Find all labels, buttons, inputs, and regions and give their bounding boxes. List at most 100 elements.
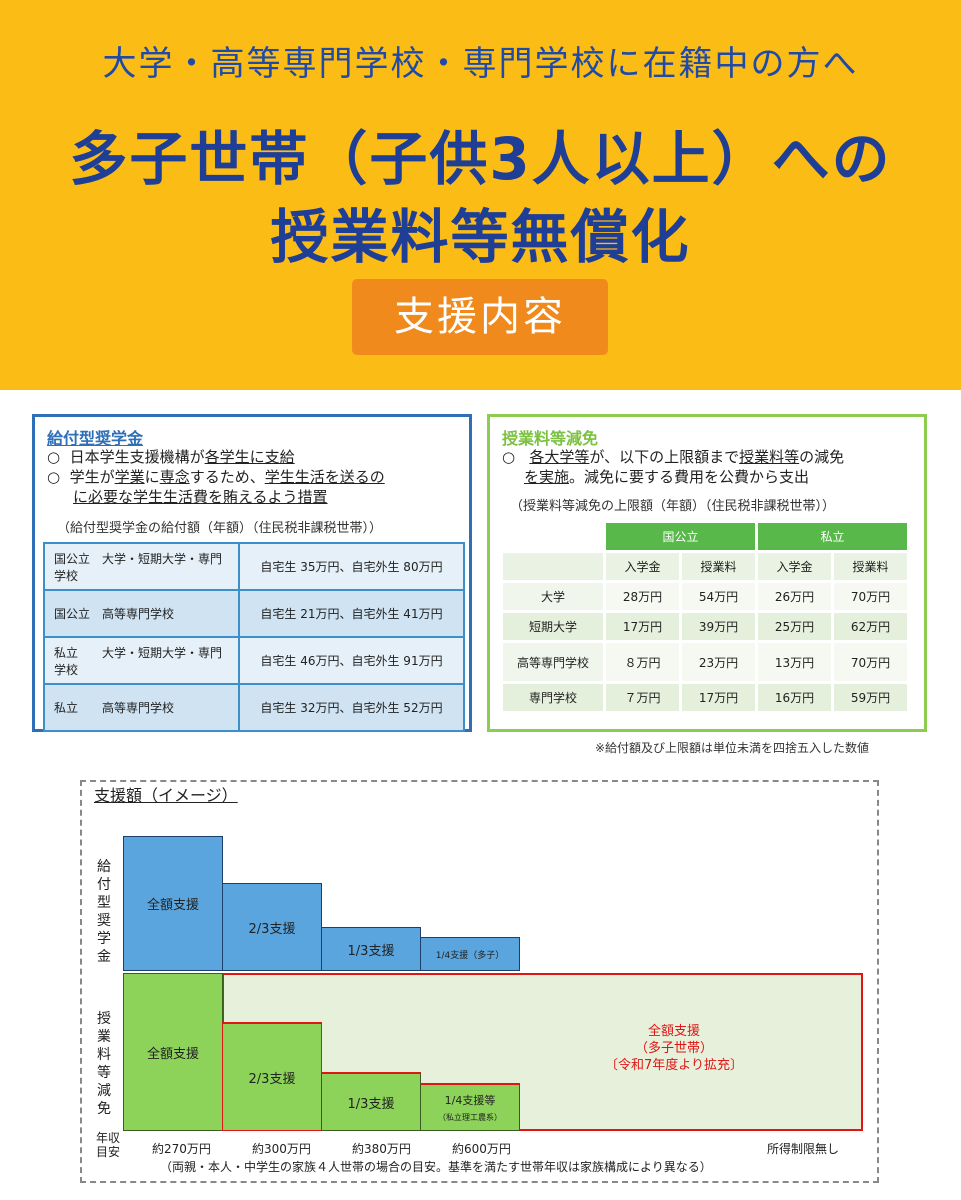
axis-label-unlimited: 所得制限無し xyxy=(767,1142,840,1156)
cell-value: ７万円 xyxy=(606,684,679,711)
col-tuition: 授業料 xyxy=(834,553,907,580)
support-content-badge: 支援内容 xyxy=(352,279,608,355)
cell-value: 17万円 xyxy=(682,684,755,711)
tuition-bullet-1: ○ 各大学等が、以下の上限額まで授業料等の減免 xyxy=(502,447,844,467)
bullet-text-underlined: 学業 xyxy=(114,468,145,486)
bullet-text: に xyxy=(144,468,160,486)
cell-value: 25万円 xyxy=(758,613,831,640)
cell-value: 17万円 xyxy=(606,613,679,640)
scholarship-two-thirds-block: 2/3支援 xyxy=(222,883,322,971)
scholarship-table-note: （給付型奨学金の給付額（年額）（住民税非課税世帯）） xyxy=(57,521,383,536)
cell-value: 39万円 xyxy=(682,613,755,640)
row-label: 私立 高等専門学校 xyxy=(43,683,240,732)
tuition-one-third-block: 1/3支援 xyxy=(321,1072,421,1131)
cell-value: 70万円 xyxy=(834,643,907,681)
row-label: 短期大学 xyxy=(503,613,603,640)
cell-value: 59万円 xyxy=(834,684,907,711)
page-title-line1: 多子世帯（子供3人以上）への xyxy=(69,125,892,193)
tuition-bullet-1-cont: を実施。減免に要する費用を公費から支出 xyxy=(524,467,809,487)
tuition-panel: 授業料等減免 ○ 各大学等が、以下の上限額まで授業料等の減免 を実施。減免に要す… xyxy=(487,414,927,732)
scholarship-title: 給付型奨学金 xyxy=(47,429,144,448)
scholarship-bullet-2-cont: に必要な学生生活費を賄えるよう措置 xyxy=(73,488,328,506)
table-row: 大学 28万円 54万円 26万円 70万円 xyxy=(503,583,907,610)
row-label: 大学 xyxy=(503,583,603,610)
table-row: 短期大学 17万円 39万円 25万円 62万円 xyxy=(503,613,907,640)
bullet-text: の減免 xyxy=(799,448,845,466)
tuition-quarter-label: 1/4支援等 xyxy=(444,1094,496,1107)
col-enrollment-fee: 入学金 xyxy=(758,553,831,580)
table-header-row: 国公立 私立 xyxy=(503,523,907,550)
header-private: 私立 xyxy=(758,523,907,550)
bullet-text-underlined: を実施 xyxy=(524,468,570,486)
bullet-mark: ○ xyxy=(502,448,516,466)
tuition-two-thirds-block: 2/3支援 xyxy=(222,1022,322,1131)
income-axis-title: 年収目安 xyxy=(95,1131,120,1159)
bullet-text: するため、 xyxy=(189,468,265,486)
table-row: 国公立 高等専門学校 自宅生 21万円、自宅外生 41万円 xyxy=(43,589,465,638)
row-label: 専門学校 xyxy=(503,684,603,711)
rounding-footnote: ※給付額及び上限額は単位未満を四捨五入した数値 xyxy=(595,741,870,755)
bullet-text-underlined: 授業料等 xyxy=(739,448,800,466)
bullet-text: 日本学生支援機構が xyxy=(69,448,205,466)
row-label: 国公立 高等専門学校 xyxy=(43,589,240,638)
scholarship-one-third-block: 1/3支援 xyxy=(321,927,421,971)
scholarship-bullet-2: ○ 学生が学業に専念するため、学生生活を送るの xyxy=(47,467,385,487)
row-amount: 自宅生 35万円、自宅外生 80万円 xyxy=(238,542,465,591)
row-amount: 自宅生 21万円、自宅外生 41万円 xyxy=(238,589,465,638)
cell-value: ８万円 xyxy=(606,643,679,681)
tuition-quarter-block: 1/4支援等 （私立理工農系） xyxy=(420,1083,520,1131)
cell-value: 16万円 xyxy=(758,684,831,711)
row-label: 国公立 大学・短期大学・専門学校 xyxy=(43,542,240,591)
audience-subtitle: 大学・高等専門学校・専門学校に在籍中の方へ xyxy=(102,44,859,84)
row-label: 私立 大学・短期大学・専門学校 xyxy=(43,636,240,685)
bullet-text-underlined: 各学生に支給 xyxy=(204,448,295,466)
table-row: 私立 大学・短期大学・専門学校 自宅生 46万円、自宅外生 91万円 xyxy=(43,636,465,685)
cell-value: 28万円 xyxy=(606,583,679,610)
tuition-quarter-sublabel: （私立理工農系） xyxy=(438,1113,502,1122)
cell-value: 23万円 xyxy=(682,643,755,681)
header-banner: 大学・高等専門学校・専門学校に在籍中の方へ 多子世帯（子供3人以上）への 授業料… xyxy=(0,0,961,390)
header-public: 国公立 xyxy=(606,523,755,550)
tuition-table: 国公立 私立 入学金 授業料 入学金 授業料 大学 28万円 54万円 26万円… xyxy=(500,520,910,714)
expansion-line2: （多子世帯） xyxy=(634,1041,713,1056)
row-amount: 自宅生 32万円、自宅外生 52万円 xyxy=(238,683,465,732)
col-enrollment-fee: 入学金 xyxy=(606,553,679,580)
bullet-text-underlined: 学生生活を送るの xyxy=(264,468,385,486)
bullet-text: が、以下の上限額まで xyxy=(589,448,740,466)
axis-label-600: 約600万円 xyxy=(452,1142,511,1156)
page-title-line2: 授業料等無償化 xyxy=(270,203,691,271)
col-tuition: 授業料 xyxy=(682,553,755,580)
support-image-title: 支援額（イメージ） xyxy=(94,786,238,805)
scholarship-quarter-block: 1/4支援（多子） xyxy=(420,937,520,971)
table-row: 国公立 大学・短期大学・専門学校 自宅生 35万円、自宅外生 80万円 xyxy=(43,542,465,591)
table-row: 高等専門学校 ８万円 23万円 13万円 70万円 xyxy=(503,643,907,681)
row-label: 高等専門学校 xyxy=(503,643,603,681)
scholarship-axis-label: 給付型奨学金 xyxy=(97,859,111,965)
table-row: 私立 高等専門学校 自宅生 32万円、自宅外生 52万円 xyxy=(43,683,465,732)
cell-value: 62万円 xyxy=(834,613,907,640)
support-image-frame xyxy=(80,780,879,1183)
axis-label-380: 約380万円 xyxy=(352,1142,411,1156)
scholarship-table: 国公立 大学・短期大学・専門学校 自宅生 35万円、自宅外生 80万円 国公立 高… xyxy=(43,542,465,732)
tuition-title: 授業料等減免 xyxy=(502,429,599,448)
scholarship-panel: 給付型奨学金 ○ 日本学生支援機構が各学生に支給 ○ 学生が学業に専念するため、… xyxy=(32,414,472,732)
expansion-text: 全額支援 （多子世帯） 〔令和7年度より拡充〕 xyxy=(594,1023,754,1074)
tuition-axis-label: 授業料等減免 xyxy=(97,1011,111,1117)
bullet-text: 学生が xyxy=(69,468,115,486)
expansion-line1: 全額支援 xyxy=(647,1024,700,1039)
cell-value: 26万円 xyxy=(758,583,831,610)
scholarship-bullet-1: ○ 日本学生支援機構が各学生に支給 xyxy=(47,447,295,467)
income-axis-note: （両親・本人・中学生の家族４人世帯の場合の目安。基準を満たす世帯年収は家族構成に… xyxy=(160,1160,712,1174)
bullet-text-underlined: 専念 xyxy=(159,468,190,486)
bullet-mark: ○ xyxy=(47,468,61,486)
table-subheader-row: 入学金 授業料 入学金 授業料 xyxy=(503,553,907,580)
axis-label-300: 約300万円 xyxy=(252,1142,311,1156)
cell-value: 54万円 xyxy=(682,583,755,610)
row-amount: 自宅生 46万円、自宅外生 91万円 xyxy=(238,636,465,685)
table-row: 専門学校 ７万円 17万円 16万円 59万円 xyxy=(503,684,907,711)
tuition-full-block: 全額支援 xyxy=(123,973,223,1131)
bullet-mark: ○ xyxy=(47,448,61,466)
tuition-table-note: （授業料等減免の上限額（年額）（住民税非課税世帯）） xyxy=(510,499,836,514)
cell-value: 13万円 xyxy=(758,643,831,681)
bullet-text-underlined: 各大学等 xyxy=(529,448,590,466)
